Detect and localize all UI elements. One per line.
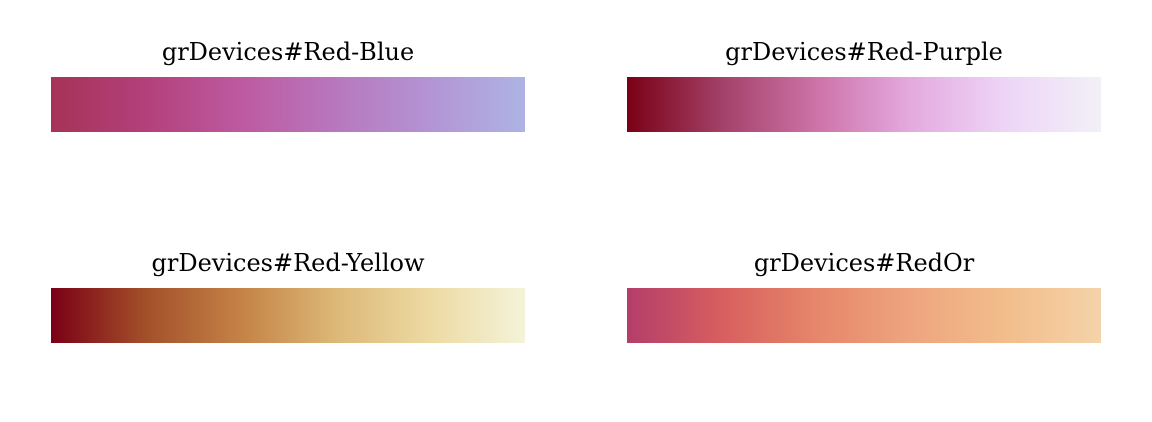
palette-gradient-swatch [627,288,1101,343]
palette-title: grDevices#Red-Purple [725,38,1003,66]
palette-title: grDevices#RedOr [753,249,975,277]
palette-title: grDevices#Red-Yellow [151,249,425,277]
palette-gradient-swatch [627,77,1101,132]
palette-gradient-swatch [51,288,525,343]
palette-gradient-swatch [51,77,525,132]
palette-title: grDevices#Red-Blue [161,38,415,66]
